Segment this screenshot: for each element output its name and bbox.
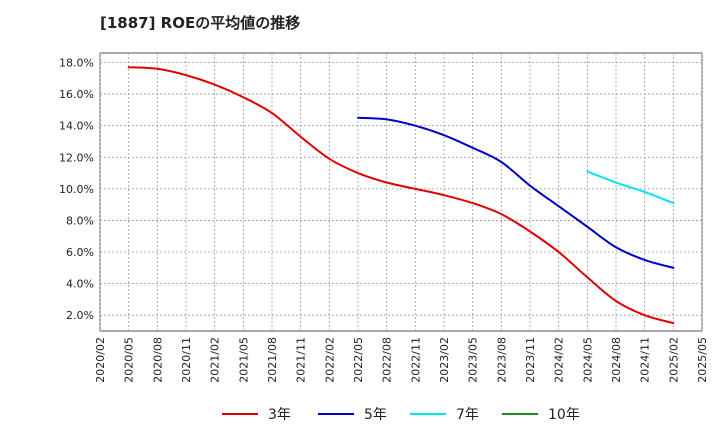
x-tick-label: 2023/05 — [467, 337, 480, 383]
x-tick-label: 2025/05 — [696, 337, 709, 383]
x-tick-label: 2022/02 — [323, 337, 336, 383]
legend-label: 7年 — [456, 407, 479, 423]
x-tick-label: 2021/08 — [266, 337, 279, 383]
x-tick-label: 2022/05 — [352, 337, 365, 383]
x-tick-label: 2021/02 — [209, 337, 222, 383]
legend-label: 5年 — [364, 407, 387, 423]
plot-area — [99, 52, 703, 332]
legend-item: 10年 — [502, 402, 580, 426]
x-tick-label: 2022/08 — [381, 337, 394, 383]
y-tick-label: 12.0% — [59, 151, 94, 164]
legend-swatch — [410, 413, 446, 415]
x-tick-label: 2021/05 — [237, 337, 250, 383]
chart-title: [1887] ROEの平均値の推移 — [100, 14, 301, 32]
x-tick-label: 2024/08 — [610, 337, 623, 383]
x-tick-label: 2023/02 — [438, 337, 451, 383]
legend-swatch — [502, 413, 538, 415]
x-tick-label: 2020/02 — [94, 337, 107, 383]
y-tick-label: 6.0% — [66, 246, 94, 259]
legend-swatch — [318, 413, 354, 415]
x-tick-label: 2024/11 — [639, 337, 652, 383]
x-tick-label: 2020/08 — [151, 337, 164, 383]
legend-swatch — [222, 413, 258, 415]
x-tick-label: 2024/02 — [553, 337, 566, 383]
y-tick-label: 10.0% — [59, 183, 94, 196]
x-tick-label: 2020/11 — [180, 337, 193, 383]
y-tick-label: 18.0% — [59, 56, 94, 69]
y-tick-label: 8.0% — [66, 214, 94, 227]
x-tick-label: 2023/08 — [495, 337, 508, 383]
series-line-0 — [127, 66, 675, 325]
y-tick-label: 4.0% — [66, 278, 94, 291]
x-tick-label: 2022/11 — [409, 337, 422, 383]
legend-item: 3年 — [222, 402, 291, 426]
x-tick-label: 2020/05 — [123, 337, 136, 383]
x-tick-label: 2023/11 — [524, 337, 537, 383]
chart-legend: 3年 5年 7年 10年 — [0, 402, 720, 426]
x-tick-label: 2021/11 — [295, 337, 308, 383]
x-tick-label: 2024/05 — [581, 337, 594, 383]
legend-item: 5年 — [318, 402, 387, 426]
y-tick-label: 2.0% — [66, 309, 94, 322]
legend-label: 10年 — [548, 407, 580, 423]
series-line-2 — [586, 170, 675, 205]
legend-item: 7年 — [410, 402, 479, 426]
x-tick-label: 2025/02 — [667, 337, 680, 383]
legend-label: 3年 — [268, 407, 291, 423]
y-tick-label: 14.0% — [59, 120, 94, 133]
series-line-1 — [357, 116, 675, 269]
y-tick-label: 16.0% — [59, 88, 94, 101]
